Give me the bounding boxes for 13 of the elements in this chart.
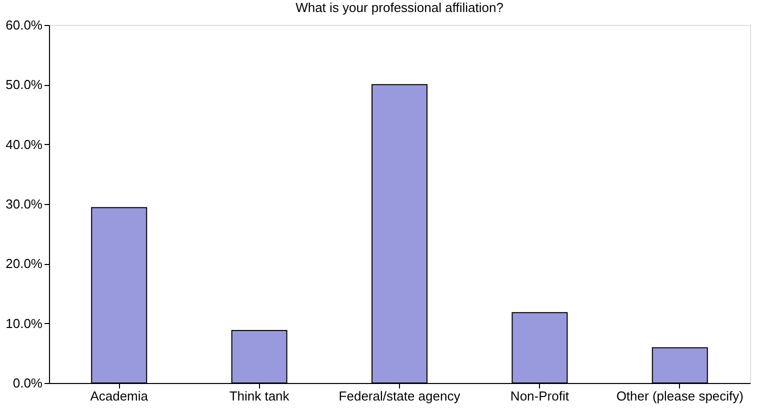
y-tick-label: 20.0% (6, 256, 43, 272)
x-tick-label: Academia (90, 388, 149, 404)
x-tick-label: Other (please specify) (616, 388, 744, 404)
x-tick-label: Think tank (229, 388, 290, 404)
y-tick-label: 0.0% (12, 376, 43, 390)
chart-title: What is your professional affiliation? (296, 0, 504, 15)
x-tick-label: Non-Profit (510, 388, 570, 404)
x-tick-label: Federal/state agency (338, 388, 461, 404)
y-tick-label: 10.0% (6, 316, 43, 331)
y-tick-label: 60.0% (6, 18, 43, 32)
y-tick-label: 40.0% (6, 136, 43, 152)
y-tick-label: 30.0% (6, 196, 43, 212)
y-tick-label: 50.0% (6, 77, 43, 92)
